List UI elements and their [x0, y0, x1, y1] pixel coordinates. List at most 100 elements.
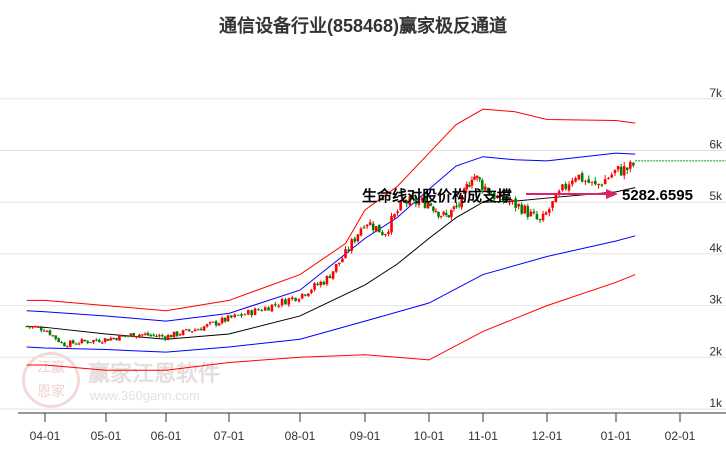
candle-body	[303, 294, 307, 296]
candle-body	[297, 299, 301, 302]
candle-body	[310, 290, 313, 293]
candle-body	[129, 333, 133, 336]
x-tick-label: 07-01	[214, 429, 245, 443]
candle-body	[109, 338, 113, 341]
candle-body	[564, 183, 568, 189]
candle-body	[616, 165, 620, 170]
band-upper-inner	[26, 152, 636, 322]
candle-body	[353, 238, 357, 242]
candle-body	[300, 293, 304, 299]
candle-body	[118, 335, 121, 341]
candle-body	[158, 335, 161, 337]
candle-body	[172, 331, 176, 338]
candle-body	[290, 297, 294, 299]
candle-body	[625, 167, 629, 170]
candle-body	[356, 234, 360, 242]
candle-body	[80, 339, 84, 343]
candle-body	[405, 200, 409, 204]
candle-body	[39, 327, 43, 331]
candle-body	[263, 307, 267, 311]
candle-body	[143, 333, 147, 335]
candle-body	[426, 202, 430, 209]
candle-body	[138, 334, 141, 337]
candle-body	[86, 341, 89, 343]
candle-body	[551, 201, 554, 208]
annotation-text: 生命线对股价构成支撑	[362, 187, 512, 205]
candle-body	[414, 197, 418, 205]
candle-body	[517, 204, 520, 207]
candle-body	[508, 202, 511, 204]
candle-body	[280, 299, 284, 306]
candle-body	[208, 322, 212, 324]
candle-body	[202, 326, 206, 331]
candle-body	[492, 192, 496, 200]
candle-body	[384, 234, 387, 236]
candle-body	[387, 231, 390, 234]
candle-body	[603, 179, 607, 185]
candle-body	[594, 180, 597, 185]
candle-body	[100, 342, 104, 344]
y-tick-label: 5k	[709, 189, 723, 203]
y-tick-label: 6k	[709, 138, 723, 152]
candle-body	[325, 275, 329, 285]
candle-body	[396, 211, 399, 214]
candle-body	[607, 178, 610, 180]
candle-body	[83, 339, 87, 342]
candle-body	[532, 211, 536, 214]
candle-body	[587, 179, 591, 183]
candle-body	[402, 199, 406, 202]
candle-body	[535, 214, 539, 220]
arrow-head-icon	[606, 189, 618, 199]
candle-body	[442, 212, 445, 215]
x-tick-label: 01-01	[601, 429, 632, 443]
x-tick-label: 06-01	[151, 429, 182, 443]
candle-body	[89, 342, 92, 344]
candle-body	[284, 299, 287, 305]
candle-body	[584, 180, 587, 182]
candle-body	[538, 219, 542, 221]
candle-body	[196, 329, 200, 331]
candle-body	[226, 315, 230, 322]
candle-body	[260, 310, 264, 312]
candle-body	[132, 332, 136, 338]
candle-body	[149, 335, 153, 337]
candle-body	[557, 191, 561, 195]
candle-body	[187, 329, 191, 332]
candle-body	[417, 201, 421, 205]
candle-body	[600, 184, 604, 186]
candle-body	[77, 343, 81, 345]
band-lower-inner	[26, 235, 636, 353]
candle-body	[257, 309, 260, 311]
candle-body	[450, 210, 453, 217]
candle-body	[505, 199, 508, 203]
candle-body	[368, 222, 372, 226]
candle-body	[393, 213, 396, 218]
candle-body	[25, 326, 28, 328]
candle-body	[478, 177, 481, 180]
candle-body	[610, 174, 614, 178]
candle-body	[155, 335, 158, 337]
candle-body	[28, 326, 31, 328]
candle-body	[223, 317, 227, 322]
candle-body	[267, 307, 270, 311]
candle-body	[214, 321, 218, 326]
candle-body	[331, 271, 335, 279]
candle-body	[51, 335, 55, 337]
candle-body	[322, 281, 326, 285]
candle-body	[344, 249, 347, 258]
candle-body	[250, 310, 253, 316]
candle-body	[432, 206, 435, 211]
candle-body	[362, 227, 366, 229]
candle-body	[429, 203, 433, 206]
candle-body	[45, 331, 49, 333]
candle-body	[399, 200, 402, 211]
candle-body	[307, 293, 310, 297]
candle-body	[230, 315, 233, 318]
candle-body	[365, 224, 369, 227]
candle-body	[146, 333, 150, 336]
candle-body	[590, 181, 594, 183]
candle-body	[350, 239, 353, 251]
candle-body	[514, 198, 517, 208]
candle-body	[166, 335, 170, 340]
candle-body	[439, 215, 443, 217]
